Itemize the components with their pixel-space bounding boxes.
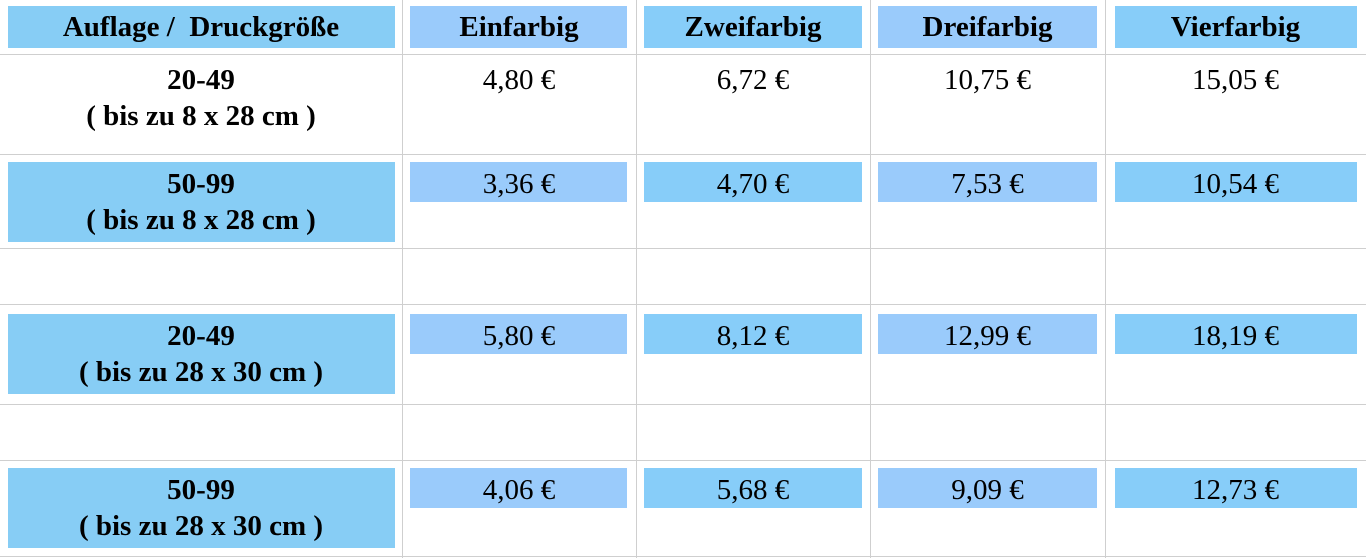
grid-line bbox=[0, 404, 1366, 405]
header-highlight bbox=[410, 6, 627, 48]
header-cell: Dreifarbig bbox=[922, 11, 1053, 43]
price: 5,68 € bbox=[716, 474, 790, 506]
grid-line bbox=[0, 460, 1366, 461]
header-cell: Zweifarbig bbox=[684, 11, 822, 43]
price: 10,75 € bbox=[944, 64, 1031, 96]
price-highlight bbox=[644, 314, 862, 354]
price: 3,36 € bbox=[482, 168, 556, 200]
header-highlight bbox=[878, 6, 1097, 48]
price-highlight bbox=[878, 468, 1097, 508]
grid-line bbox=[0, 304, 1366, 305]
price-highlight bbox=[410, 162, 627, 202]
grid-line bbox=[636, 0, 637, 558]
quantity: 20-49 bbox=[167, 64, 235, 96]
print-size: ( bis zu 8 x 28 cm ) bbox=[86, 204, 316, 236]
grid-line bbox=[870, 0, 871, 558]
header-highlight bbox=[644, 6, 862, 48]
price: 15,05 € bbox=[1192, 64, 1279, 96]
header-cell: Vierfarbig bbox=[1170, 11, 1301, 43]
quantity: 20-49 bbox=[167, 320, 235, 352]
row-highlight bbox=[8, 468, 395, 548]
grid-line bbox=[0, 248, 1366, 249]
print-size: ( bis zu 8 x 28 cm ) bbox=[86, 100, 316, 132]
price: 4,70 € bbox=[716, 168, 790, 200]
row-highlight bbox=[8, 162, 395, 242]
price: 10,54 € bbox=[1192, 168, 1279, 200]
grid-line bbox=[402, 0, 403, 558]
header-cell: Einfarbig bbox=[459, 11, 579, 43]
price-highlight bbox=[410, 314, 627, 354]
price: 7,53 € bbox=[951, 168, 1024, 200]
row-highlight bbox=[8, 314, 395, 394]
price-highlight bbox=[644, 468, 862, 508]
grid-line bbox=[0, 54, 1366, 55]
price: 12,99 € bbox=[944, 320, 1031, 352]
price-highlight bbox=[644, 162, 862, 202]
price: 8,12 € bbox=[716, 320, 790, 352]
price: 4,80 € bbox=[482, 64, 556, 96]
price: 18,19 € bbox=[1192, 320, 1279, 352]
print-size: ( bis zu 28 x 30 cm ) bbox=[78, 510, 324, 542]
header-highlight bbox=[8, 6, 395, 48]
grid-line bbox=[0, 556, 1366, 557]
grid-line bbox=[0, 154, 1366, 155]
quantity: 50-99 bbox=[167, 474, 235, 506]
header-cell: Auflage / Druckgröße bbox=[62, 11, 340, 43]
quantity: 50-99 bbox=[167, 168, 235, 200]
grid-line bbox=[1105, 0, 1106, 558]
price-highlight bbox=[1115, 314, 1357, 354]
price: 9,09 € bbox=[951, 474, 1024, 506]
print-size: ( bis zu 28 x 30 cm ) bbox=[78, 356, 324, 388]
header-highlight bbox=[1115, 6, 1357, 48]
price-highlight bbox=[1115, 468, 1357, 508]
price: 4,06 € bbox=[482, 474, 556, 506]
price-highlight bbox=[878, 314, 1097, 354]
price-highlight bbox=[410, 468, 627, 508]
price-highlight bbox=[878, 162, 1097, 202]
price: 6,72 € bbox=[716, 64, 790, 96]
price: 12,73 € bbox=[1192, 474, 1279, 506]
price: 5,80 € bbox=[482, 320, 556, 352]
price-highlight bbox=[1115, 162, 1357, 202]
